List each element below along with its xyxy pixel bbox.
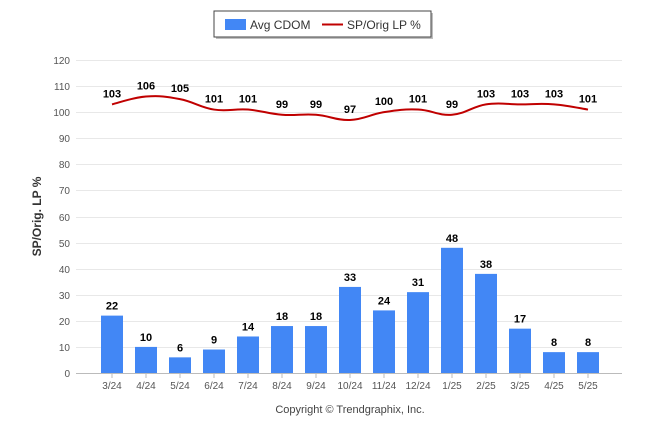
x-tick-label: 7/24: [238, 381, 258, 392]
line-value-label: 101: [579, 94, 597, 106]
x-tick-label: 2/25: [476, 381, 496, 392]
bar-value-label: 6: [177, 342, 183, 354]
bar-data-labels: 22 10 6 9 14 18 18 33 24 31 48 38 17 8 8: [106, 233, 591, 355]
bar-avg-cdom: [373, 310, 395, 373]
line-value-label: 97: [344, 104, 356, 116]
x-tick-label: 12/24: [405, 381, 430, 392]
bar-avg-cdom: [169, 357, 191, 373]
bar-value-label: 18: [276, 311, 288, 323]
y-axis-label: SP/Orig. LP %: [30, 176, 44, 256]
bar-avg-cdom: [407, 292, 429, 373]
y-tick-label: 110: [54, 82, 70, 93]
bar-value-label: 24: [378, 295, 391, 307]
x-tick-label: 5/24: [170, 381, 190, 392]
bar-value-label: 48: [446, 233, 458, 245]
bar-avg-cdom: [339, 286, 361, 373]
bar-series-avg-cdom: [101, 247, 599, 373]
bar-avg-cdom: [271, 326, 293, 373]
line-value-label: 106: [137, 81, 155, 93]
y-tick-label: 80: [59, 160, 71, 171]
line-value-label: 101: [205, 94, 223, 106]
bar-value-label: 17: [514, 314, 526, 326]
bar-value-label: 18: [310, 311, 322, 323]
line-value-label: 103: [103, 88, 121, 100]
bar-value-label: 33: [344, 272, 356, 284]
line-data-labels: 103 106 105 101 101 99 99 97 100 101 99 103 103 103 10…: [103, 81, 597, 116]
x-tick-label: 3/24: [102, 381, 122, 392]
x-tick-label: 6/24: [204, 381, 224, 392]
x-tick-label: 8/24: [272, 381, 292, 392]
line-value-label: 99: [310, 99, 322, 111]
x-tick-label: 9/24: [306, 381, 326, 392]
y-tick-label: 120: [53, 56, 70, 67]
line-value-label: 103: [477, 88, 495, 100]
legend-bar-swatch: [225, 19, 246, 30]
x-tick-label: 10/24: [337, 381, 362, 392]
gridlines: [76, 60, 622, 374]
bar-avg-cdom: [237, 336, 259, 373]
line-value-label: 99: [446, 99, 458, 111]
bar-value-label: 10: [140, 332, 152, 344]
x-tick-label: 11/24: [372, 381, 397, 392]
bar-value-label: 14: [242, 321, 255, 333]
x-tick-label: 1/25: [442, 381, 462, 392]
legend-label-sp-orig-lp: SP/Orig LP %: [347, 18, 421, 32]
bar-value-label: 9: [211, 335, 217, 347]
y-tick-label: 70: [59, 186, 71, 197]
x-axis-ticks: 3/24 4/24 5/24 6/24 7/24 8/24 9/24 10/24 11/24 12…: [102, 373, 598, 392]
y-tick-label: 20: [59, 317, 71, 328]
line-value-label: 100: [375, 96, 393, 108]
bar-avg-cdom: [101, 315, 123, 373]
x-tick-label: 5/25: [578, 381, 598, 392]
bar-value-label: 31: [412, 277, 424, 289]
y-axis-ticks: 0 10 20 30 40 50 60 70 80 90 100 110 120: [53, 56, 70, 380]
y-tick-label: 60: [59, 213, 71, 224]
bar-avg-cdom: [543, 352, 565, 373]
x-tick-label: 3/25: [510, 381, 530, 392]
y-tick-label: 50: [59, 239, 71, 250]
y-tick-label: 100: [53, 108, 70, 119]
bar-value-label: 38: [480, 259, 492, 271]
bar-value-label: 8: [551, 337, 557, 349]
bar-avg-cdom: [203, 349, 225, 373]
y-tick-label: 0: [64, 369, 70, 380]
legend: Avg CDOM SP/Orig LP %: [213, 10, 433, 39]
bar-avg-cdom: [475, 273, 497, 373]
x-tick-label: 4/25: [544, 381, 564, 392]
y-tick-label: 10: [59, 343, 71, 354]
bar-avg-cdom: [577, 352, 599, 373]
line-value-label: 105: [171, 83, 189, 95]
x-tick-label: 4/24: [136, 381, 156, 392]
bar-avg-cdom: [509, 328, 531, 373]
copyright-footer: Copyright © Trendgraphix, Inc.: [275, 404, 424, 416]
line-value-label: 99: [276, 99, 288, 111]
line-value-label: 101: [239, 94, 257, 106]
bar-value-label: 8: [585, 337, 591, 349]
y-tick-label: 90: [59, 134, 71, 145]
line-value-label: 103: [511, 88, 529, 100]
line-series-sp-orig-lp: [111, 95, 589, 121]
bar-avg-cdom: [441, 247, 463, 373]
y-tick-label: 30: [59, 291, 71, 302]
bar-avg-cdom: [305, 326, 327, 373]
y-tick-label: 40: [59, 265, 71, 276]
bar-value-label: 22: [106, 301, 118, 313]
line-value-label: 101: [409, 94, 427, 106]
bar-avg-cdom: [135, 346, 157, 373]
line-value-label: 103: [545, 88, 563, 100]
legend-label-avg-cdom: Avg CDOM: [250, 18, 310, 32]
